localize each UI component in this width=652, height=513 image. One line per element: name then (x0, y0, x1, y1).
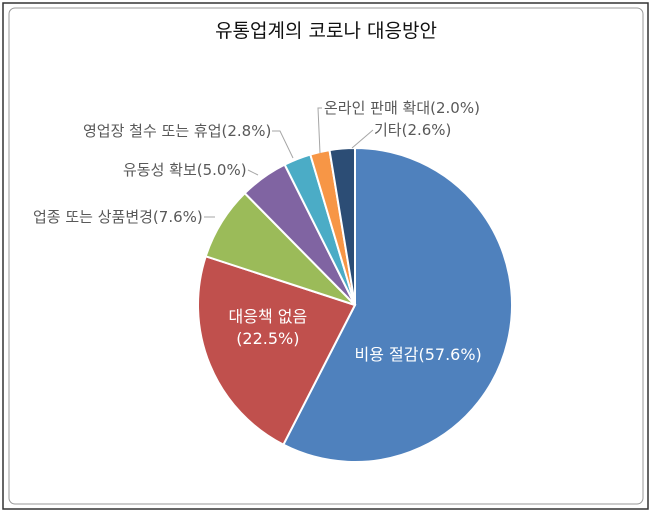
leader-line (317, 107, 322, 154)
data-label: 업종 또는 상품변경(7.6%) (33, 208, 203, 226)
pie-slice (197, 255, 357, 447)
data-label: 온라인 판매 확대(2.0%) (324, 99, 480, 117)
leader-line (272, 130, 294, 159)
data-label: 비용 절감(57.6%) (354, 345, 482, 364)
data-label: 유동성 확보(5.0%) (123, 161, 247, 179)
data-label: 대응책 없음 (22.5%) (228, 307, 308, 348)
pie-slice (282, 146, 513, 463)
data-label: 기타(2.6%) (374, 121, 452, 139)
data-label: 영업장 철수 또는 휴업(2.8%) (83, 122, 272, 140)
leader-line (247, 169, 259, 176)
inner-border (8, 7, 644, 505)
leader-line (351, 129, 374, 149)
leader-lines (204, 107, 374, 218)
pie-slice (328, 146, 356, 306)
chart-title: 유통업계의 코로나 대응방안 (215, 20, 437, 42)
pie (197, 146, 513, 463)
